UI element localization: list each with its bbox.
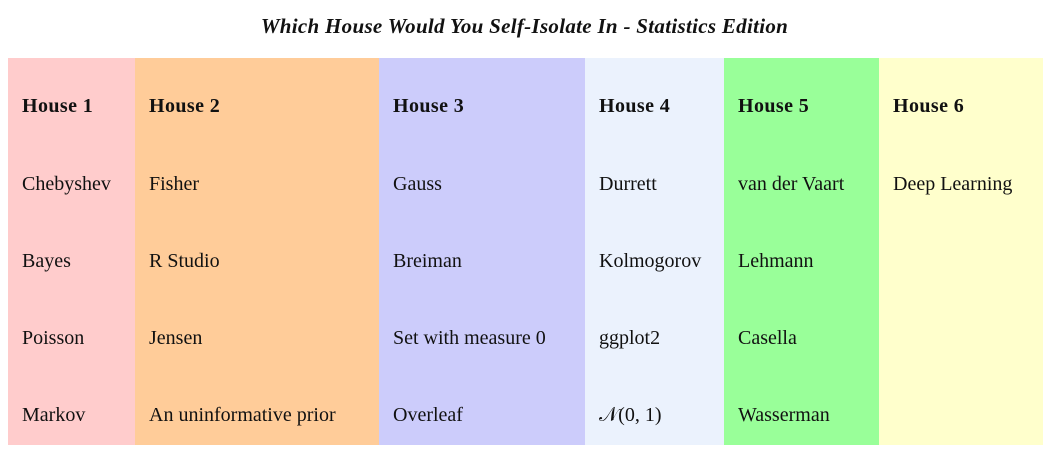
house-item: Gauss [393, 173, 442, 195]
house-item: van der Vaart [738, 173, 845, 195]
house-header: House 4 [599, 95, 671, 117]
house-item: Jensen [149, 327, 203, 349]
house-item: Breiman [393, 250, 462, 272]
page-title: Which House Would You Self-Isolate In - … [260, 14, 789, 38]
house-item: Overleaf [393, 404, 463, 426]
house-item: Poisson [22, 327, 85, 349]
house-item: Kolmogorov [599, 250, 702, 272]
house-header: House 1 [22, 95, 94, 117]
house-column-6: House 6 Deep Learning [879, 58, 1043, 445]
house-item: Bayes [22, 250, 71, 272]
house-item: An uninformative prior [149, 404, 336, 426]
house-item: Chebyshev [22, 173, 111, 195]
house-column-2: House 2 Fisher R Studio Jensen An uninfo… [135, 58, 379, 445]
house-item: Deep Learning [893, 173, 1013, 195]
house-column-4: House 4 Durrett Kolmogorov ggplot2 𝒩(0, … [585, 58, 724, 445]
house-header: House 5 [738, 95, 810, 117]
house-header: House 6 [893, 95, 965, 117]
house-column-5: House 5 van der Vaart Lehmann Casella Wa… [724, 58, 879, 445]
house-item: Durrett [599, 173, 657, 195]
house-item: ggplot2 [599, 327, 661, 349]
house-item: Lehmann [738, 250, 814, 272]
house-column-1: House 1 Chebyshev Bayes Poisson Markov [8, 58, 135, 445]
house-item: Fisher [149, 173, 199, 195]
house-item: 𝒩(0, 1) [599, 404, 662, 426]
house-header: House 2 [149, 95, 221, 117]
house-header: House 3 [393, 95, 465, 117]
house-item: Markov [22, 404, 86, 426]
house-item: Wasserman [738, 404, 830, 426]
house-item: Casella [738, 327, 797, 349]
house-column-3: House 3 Gauss Breiman Set with measure 0… [379, 58, 585, 445]
house-item: Set with measure 0 [393, 327, 546, 349]
houses-table: House 1 Chebyshev Bayes Poisson Markov H… [8, 58, 1043, 445]
house-item: R Studio [149, 250, 220, 272]
